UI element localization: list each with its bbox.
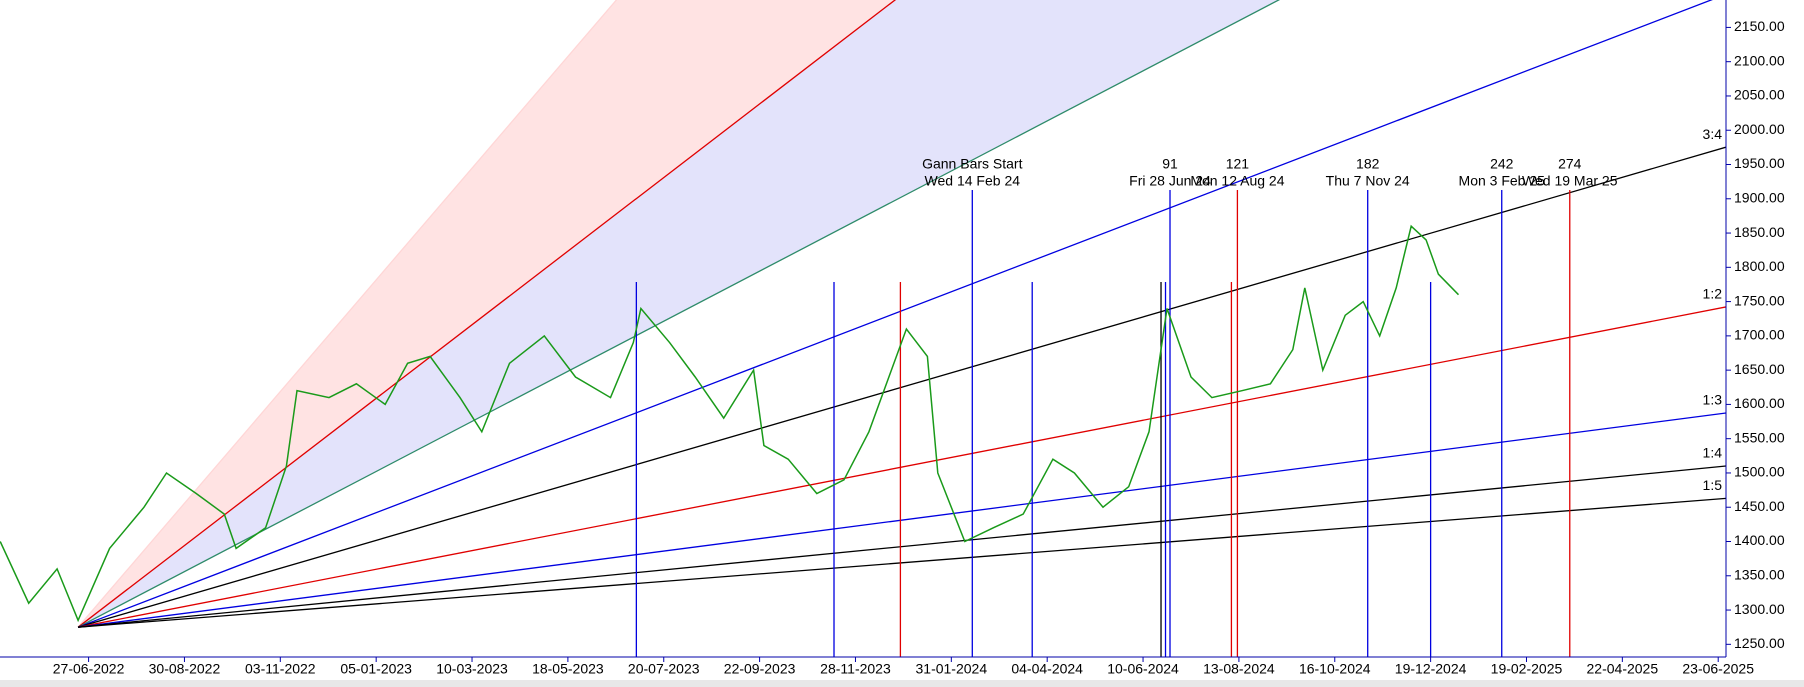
y-tick-label: 2000.00 [1734,121,1785,137]
x-tick-label: 22-04-2025 [1587,661,1659,677]
y-tick-label: 1750.00 [1734,292,1785,308]
x-tick-label: 19-02-2025 [1491,661,1563,677]
x-tick-label: 20-07-2023 [628,661,700,677]
y-tick-label: 1850.00 [1734,224,1785,240]
time-line-top: 91 [1162,156,1178,172]
time-line-top: 182 [1356,156,1380,172]
y-tick-label: 1500.00 [1734,464,1785,480]
x-tick-label: 18-05-2023 [532,661,604,677]
time-line-date: Thu 7 Nov 24 [1326,173,1410,189]
fan-label: 1:4 [1703,445,1723,461]
fan-line [78,465,1726,628]
fan-line [78,412,1726,628]
y-tick-label: 2150.00 [1734,18,1785,34]
fan-label: 3:4 [1703,126,1723,142]
time-line-top: 121 [1226,156,1250,172]
x-tick-label: 10-03-2023 [436,661,508,677]
time-line-date: Fri 28 Jun 24 [1129,173,1211,189]
fan-fill [78,0,1279,628]
x-tick-label: 03-11-2022 [245,661,316,677]
y-tick-label: 1600.00 [1734,395,1785,411]
time-line-top: 274 [1558,156,1582,172]
price-line [0,224,1460,623]
time-line-date: Wed 14 Feb 24 [925,173,1021,189]
fan-line [78,497,1726,628]
y-tick-label: 1900.00 [1734,189,1785,205]
time-line-top: Gann Bars Start [922,156,1022,172]
y-tick-label: 1800.00 [1734,258,1785,274]
x-tick-label: 31-01-2024 [916,661,988,677]
fan-line [77,0,618,628]
y-tick-label: 1250.00 [1734,635,1785,651]
fan-label: 1:5 [1703,477,1723,493]
x-tick-label: 04-04-2024 [1011,661,1083,677]
y-tick-label: 1650.00 [1734,361,1785,377]
x-tick-label: 27-06-2022 [53,661,125,677]
fan-line [77,0,1713,628]
scroll-strip [0,680,1804,687]
fan-label: 1:3 [1703,392,1723,408]
fan-line [77,146,1726,628]
x-tick-label: 22-09-2023 [724,661,796,677]
fan-line [77,306,1726,628]
x-tick-label: 13-08-2024 [1203,661,1275,677]
y-tick-label: 1700.00 [1734,327,1785,343]
x-tick-label: 30-08-2022 [149,661,221,677]
x-tick-label: 19-12-2024 [1395,661,1467,677]
x-tick-label: 05-01-2023 [340,661,412,677]
fan-line [77,0,1281,628]
x-tick-label: 23-06-2025 [1682,661,1754,677]
x-tick-label: 16-10-2024 [1299,661,1371,677]
y-tick-label: 1300.00 [1734,601,1785,617]
x-tick-label: 28-11-2023 [820,661,891,677]
time-line-top: 242 [1490,156,1514,172]
time-line-date: Wed 19 Mar 25 [1522,173,1618,189]
y-tick-label: 1350.00 [1734,566,1785,582]
fan-label: 1:2 [1703,286,1723,302]
plot-area [0,0,1726,657]
fan-line [77,0,897,628]
y-tick-label: 1950.00 [1734,155,1785,171]
y-tick-label: 1550.00 [1734,429,1785,445]
time-line-date: Mon 12 Aug 24 [1190,173,1284,189]
y-tick-label: 2050.00 [1734,87,1785,103]
y-tick-label: 2100.00 [1734,52,1785,68]
x-tick-label: 10-06-2024 [1107,661,1179,677]
y-tick-label: 1450.00 [1734,498,1785,514]
time-line-date: Mon 3 Feb 25 [1459,173,1546,189]
y-tick-label: 1400.00 [1734,532,1785,548]
